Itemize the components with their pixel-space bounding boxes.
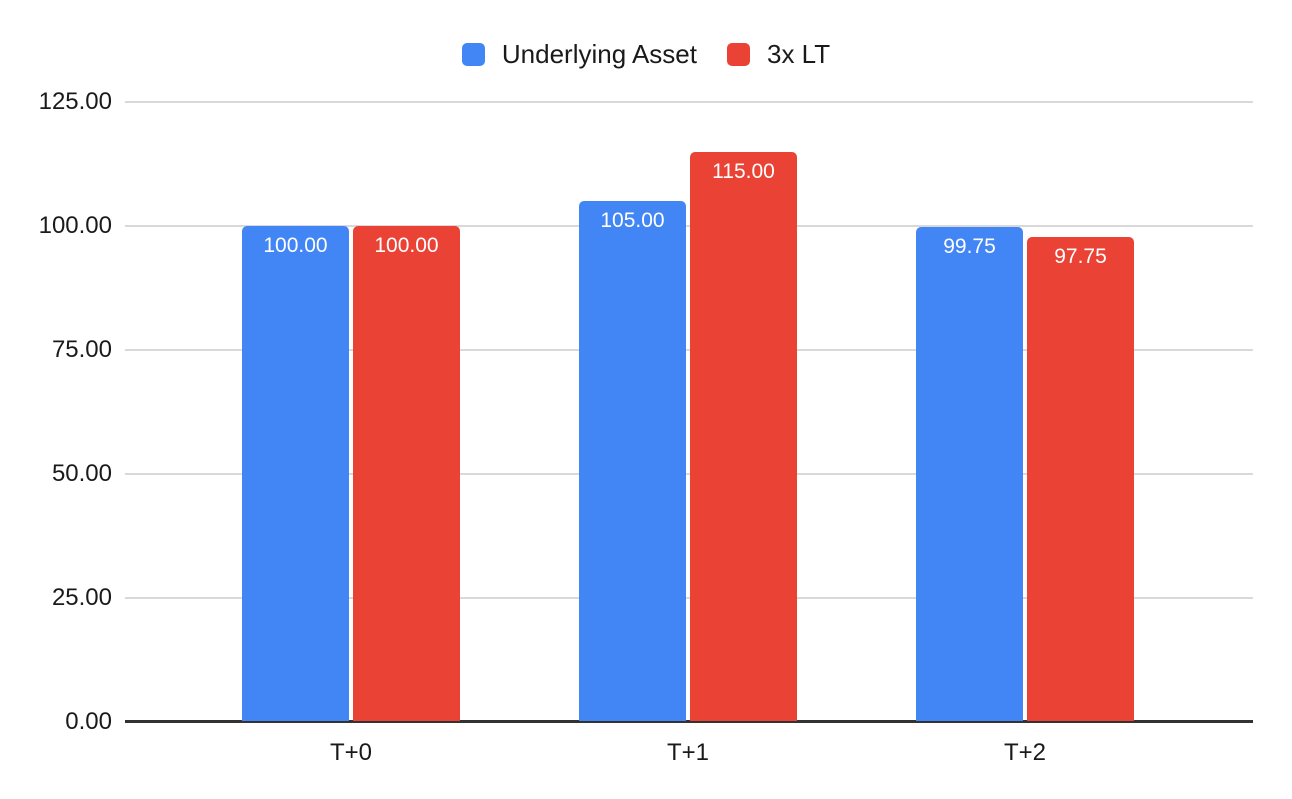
y-axis-tick-label: 0.00 [65,708,112,735]
x-axis-category-label: T+2 [1003,739,1047,766]
y-axis-tick-label: 125.00 [38,88,112,115]
bar-underlying-asset-t-1[interactable]: 105.00 [579,201,686,721]
x-axis-category-label: T+1 [666,739,710,766]
bar-value-label: 115.00 [712,160,775,183]
y-axis-tick-label: 50.00 [51,460,112,487]
bar-value-label: 105.00 [600,209,665,232]
bar-value-label: 100.00 [374,234,439,257]
x-axis-category-label: T+0 [329,739,373,766]
gridline [125,349,1253,351]
y-axis-tick-label: 25.00 [51,584,112,611]
legend-label: Underlying Asset [501,39,697,69]
legend-label: 3x LT [767,39,831,69]
bar-value-label: 97.75 [1054,245,1107,268]
gridline [125,101,1253,103]
gridline [125,597,1253,599]
x-axis-line [125,720,1253,723]
legend-swatch-icon [727,42,750,66]
bar-3x-lt-t-1[interactable]: 115.00 [690,152,797,721]
legend-item-underlying-asset[interactable]: Underlying Asset [461,39,697,69]
bar-3x-lt-t-2[interactable]: 97.75 [1027,237,1134,721]
bar-value-label: 99.75 [943,235,996,258]
gridline [125,473,1253,475]
y-axis-tick-label: 75.00 [51,336,112,363]
legend-swatch-icon [461,42,485,66]
bar-underlying-asset-t-2[interactable]: 99.75 [916,227,1023,721]
gridline [125,225,1253,227]
chart-legend: Underlying Asset 3x LT [0,41,1292,67]
bar-3x-lt-t-0[interactable]: 100.00 [353,226,460,721]
y-axis-tick-label: 100.00 [38,212,112,239]
legend-item-3x-lt[interactable]: 3x LT [727,41,830,67]
bar-underlying-asset-t-0[interactable]: 100.00 [242,226,349,721]
bar-value-label: 100.00 [263,234,328,257]
